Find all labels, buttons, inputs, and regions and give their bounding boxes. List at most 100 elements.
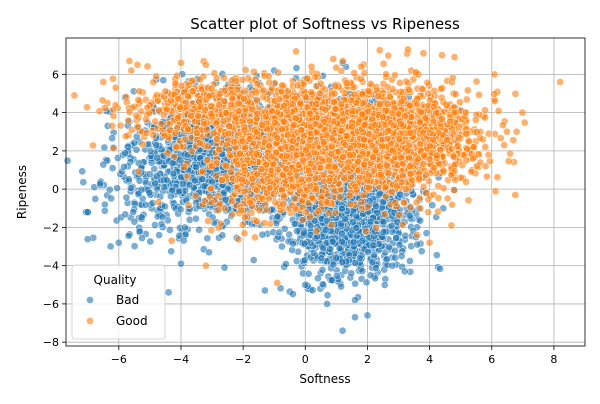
point-bad	[339, 258, 346, 265]
point-bad	[147, 147, 154, 154]
point-bad	[153, 142, 160, 149]
point-bad	[398, 253, 405, 260]
point-bad	[250, 257, 257, 264]
point-bad	[370, 242, 377, 249]
point-bad	[154, 154, 161, 161]
point-bad	[373, 203, 380, 210]
point-bad	[135, 191, 142, 198]
point-good	[158, 120, 165, 127]
point-good	[133, 112, 140, 119]
point-bad	[142, 201, 149, 208]
point-bad	[330, 261, 337, 268]
point-bad	[278, 243, 285, 250]
point-good	[512, 191, 519, 198]
point-bad	[339, 327, 346, 334]
point-bad	[414, 241, 421, 248]
point-bad	[338, 283, 345, 290]
point-good	[136, 88, 143, 95]
point-good	[512, 90, 519, 97]
point-good	[154, 97, 161, 104]
point-good	[413, 199, 420, 206]
point-good	[182, 136, 189, 143]
point-bad	[138, 235, 145, 242]
point-bad	[393, 234, 400, 241]
point-bad	[342, 216, 349, 223]
point-bad	[181, 224, 188, 231]
point-bad	[300, 230, 307, 237]
point-good	[142, 116, 149, 123]
point-bad	[64, 157, 71, 164]
point-bad	[385, 244, 392, 251]
point-bad	[364, 312, 371, 319]
point-bad	[152, 180, 159, 187]
point-good	[144, 104, 151, 111]
point-bad	[319, 281, 326, 288]
point-bad	[205, 249, 212, 256]
point-good	[388, 188, 395, 195]
point-bad	[180, 237, 187, 244]
point-bad	[418, 248, 425, 255]
point-bad	[192, 215, 199, 222]
point-bad	[423, 230, 430, 237]
point-good	[228, 77, 235, 84]
point-bad	[161, 184, 168, 191]
point-bad	[199, 176, 206, 183]
point-bad	[153, 172, 160, 179]
point-good	[242, 66, 249, 73]
point-bad	[329, 277, 336, 284]
point-bad	[120, 163, 127, 170]
point-good	[485, 151, 492, 158]
point-bad	[175, 188, 182, 195]
point-good	[101, 105, 108, 112]
point-bad	[363, 279, 370, 286]
point-good	[161, 132, 168, 139]
point-good	[341, 175, 348, 182]
point-good	[89, 142, 96, 149]
point-bad	[219, 232, 226, 239]
point-bad	[380, 218, 387, 225]
point-bad	[101, 207, 108, 214]
point-good	[135, 96, 142, 103]
point-bad	[114, 185, 121, 192]
point-bad	[314, 275, 321, 282]
point-bad	[127, 184, 134, 191]
point-good	[117, 122, 124, 129]
point-bad	[138, 214, 145, 221]
point-good	[162, 88, 169, 95]
point-bad	[123, 194, 130, 201]
point-good	[475, 91, 482, 98]
point-bad	[177, 260, 184, 267]
point-bad	[122, 211, 129, 218]
point-bad	[196, 226, 203, 233]
point-bad	[289, 240, 296, 247]
point-bad	[131, 243, 138, 250]
point-bad	[97, 180, 104, 187]
point-bad	[161, 203, 168, 210]
point-good	[449, 74, 456, 81]
point-bad	[274, 213, 281, 220]
point-bad	[437, 265, 444, 272]
point-good	[464, 87, 471, 94]
point-bad	[156, 232, 163, 239]
point-bad	[305, 270, 312, 277]
point-bad	[291, 220, 298, 227]
point-bad	[406, 212, 413, 219]
point-good	[213, 75, 220, 82]
point-good	[126, 57, 133, 64]
point-bad	[130, 209, 137, 216]
point-bad	[301, 257, 308, 264]
point-bad	[79, 168, 86, 175]
point-good	[122, 133, 129, 140]
point-good	[494, 174, 501, 181]
point-good	[164, 106, 171, 113]
point-good	[499, 122, 506, 129]
point-bad	[166, 226, 173, 233]
point-good	[110, 145, 117, 152]
point-bad	[339, 238, 346, 245]
point-bad	[348, 270, 355, 277]
point-bad	[349, 219, 356, 226]
point-bad	[165, 289, 172, 296]
point-good	[510, 137, 517, 144]
point-good	[144, 63, 151, 70]
